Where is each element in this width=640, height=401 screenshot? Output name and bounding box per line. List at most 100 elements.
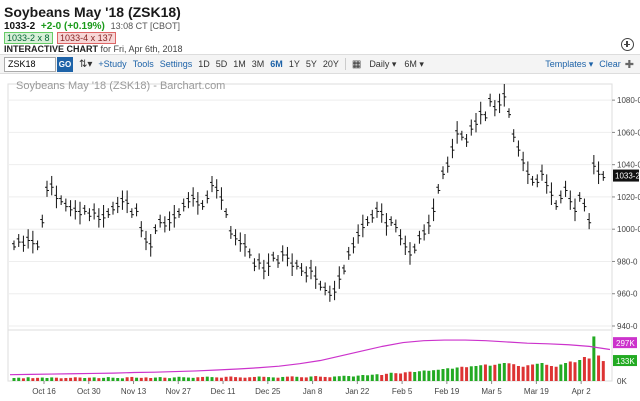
volume-bar (45, 378, 49, 381)
volume-bar (545, 364, 549, 381)
symbol-input[interactable] (4, 56, 56, 72)
volume-bar (502, 363, 506, 381)
price-tick-label: 1000-0 (617, 225, 640, 234)
volume-bar (399, 373, 403, 381)
volume-bar (248, 377, 252, 381)
volume-bar (375, 374, 379, 381)
range-1m[interactable]: 1M (233, 59, 246, 69)
price-tick-label: 960-0 (617, 290, 638, 299)
volume-bar (295, 376, 299, 381)
volume-bar (342, 375, 346, 381)
range-5y[interactable]: 5Y (305, 59, 317, 69)
volume-bar (111, 377, 115, 381)
go-button[interactable]: GO (57, 56, 73, 72)
volume-bar (262, 376, 266, 381)
x-tick-label: Jan 22 (345, 387, 370, 396)
volume-bar (318, 376, 322, 381)
current-price-tag (613, 169, 639, 182)
templates-button[interactable]: Templates ▾ (545, 58, 594, 69)
volume-bar (403, 372, 407, 381)
volume-bar (304, 377, 308, 381)
volume-bar (177, 376, 181, 381)
volume-bar (224, 376, 228, 381)
volume-bar (493, 364, 497, 381)
volume-bar (549, 366, 553, 381)
volume-bar (12, 378, 16, 381)
volume-bar (182, 377, 186, 381)
volume-bar (526, 365, 530, 381)
volume-bar (31, 378, 35, 381)
clear-button[interactable]: Clear (599, 59, 621, 69)
zoom-icon[interactable] (621, 38, 634, 51)
volume-bar (323, 376, 327, 381)
volume-bar (120, 378, 124, 381)
volume-bar (163, 377, 167, 381)
volume-bar (26, 377, 30, 381)
interactive-chart-label: INTERACTIVE CHART for Fri, Apr 6th, 2018 (4, 44, 183, 54)
volume-bar (92, 377, 96, 381)
tools-button[interactable]: Tools (132, 59, 154, 69)
volume-bar (455, 367, 459, 381)
chart-label: INTERACTIVE CHART (4, 44, 98, 54)
chart-title: Soybeans May '18 (ZSK18) - Barchart.com (16, 80, 226, 92)
range-6m[interactable]: 6M (270, 59, 283, 69)
range-20y[interactable]: 20Y (322, 59, 339, 69)
calendar-icon[interactable]: ▦ (351, 58, 362, 70)
x-tick-label: Feb 5 (392, 387, 413, 396)
volume-bar (389, 372, 393, 381)
volume-bar (201, 376, 205, 381)
volume-bar (36, 377, 40, 381)
volume-bar (238, 377, 242, 381)
study-button[interactable]: +Study (98, 59, 127, 69)
x-tick-label: Feb 19 (434, 387, 459, 396)
settings-button[interactable]: Settings (159, 59, 193, 69)
volume-current-tag (613, 355, 637, 367)
volume-bar (234, 377, 238, 381)
range-1y[interactable]: 1Y (288, 59, 300, 69)
range-5d[interactable]: 5D (215, 59, 228, 69)
volume-bar (243, 377, 247, 381)
range-3m[interactable]: 3M (251, 59, 265, 69)
volume-bar (144, 377, 148, 381)
volume-bar (568, 361, 572, 381)
current-price-label: 1033-2 (615, 172, 640, 181)
volume-bar (87, 377, 91, 381)
volume-bar (408, 371, 412, 381)
volume-bar (366, 375, 370, 381)
volume-bar (337, 376, 341, 381)
volume-bar (465, 367, 469, 381)
volume-bar (582, 357, 586, 381)
crosshair-icon[interactable]: ✚ (624, 58, 634, 71)
volume-bar (78, 377, 82, 381)
page-title: Soybeans May '18 (ZSK18) (4, 4, 181, 20)
volume-bar (314, 376, 318, 381)
volume-bar (554, 366, 558, 381)
volume-bar (64, 378, 68, 381)
x-tick-label: Dec 25 (255, 387, 281, 396)
x-tick-label: Apr 2 (572, 387, 592, 396)
bid-badge: 1033-2 x 8 (4, 32, 53, 44)
volume-bar (116, 378, 120, 381)
volume-bar (597, 355, 601, 381)
volume-bar (573, 362, 577, 381)
interval-select[interactable]: Daily ▾ (369, 58, 397, 69)
arrows-icon[interactable]: ⇅▾ (79, 58, 93, 70)
volume-bar (271, 377, 275, 381)
volume-bar (394, 373, 398, 381)
volume-bar (578, 360, 582, 381)
price-chart[interactable]: 1080-0 1060-0 1040-0 1020-0 1000-0 980-0 960-0… (0, 76, 640, 401)
volume-bar (347, 376, 351, 381)
volume-bar (139, 377, 143, 381)
range-1d[interactable]: 1D (198, 59, 210, 69)
volume-bar (168, 378, 172, 381)
volume-average-line (9, 339, 611, 376)
volume-bar (196, 377, 200, 381)
volume-bar (276, 377, 280, 381)
volume-bar (535, 363, 539, 381)
volume-bar (512, 364, 516, 381)
price-tick-label: 980-0 (617, 257, 638, 266)
volume-bar (135, 377, 139, 381)
period-select[interactable]: 6M ▾ (404, 58, 424, 69)
volume-bar (417, 371, 421, 381)
volume-bar (73, 377, 77, 381)
